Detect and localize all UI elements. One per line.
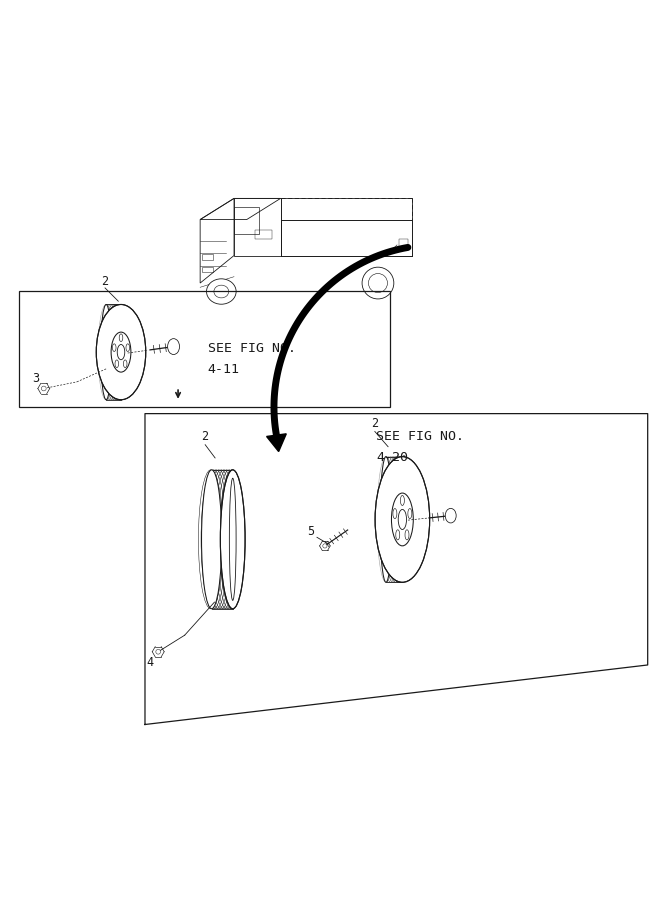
Bar (19, 292, 390, 407)
Ellipse shape (41, 386, 46, 391)
Ellipse shape (123, 360, 127, 367)
Ellipse shape (396, 530, 400, 540)
Text: 2: 2 (372, 417, 378, 430)
Ellipse shape (380, 456, 392, 582)
Ellipse shape (111, 332, 131, 372)
Polygon shape (267, 434, 286, 452)
Ellipse shape (400, 495, 404, 506)
Text: SEE FIG NO.
4-20: SEE FIG NO. 4-20 (376, 429, 464, 464)
Ellipse shape (113, 344, 116, 352)
Ellipse shape (398, 509, 406, 529)
Ellipse shape (117, 345, 125, 360)
Text: 3: 3 (32, 372, 39, 385)
Ellipse shape (126, 344, 129, 352)
Ellipse shape (220, 470, 245, 608)
Ellipse shape (115, 360, 119, 367)
Text: SEE FIG NO.
4-11: SEE FIG NO. 4-11 (208, 342, 296, 375)
Bar (202, 255, 213, 260)
Ellipse shape (405, 530, 409, 540)
Ellipse shape (323, 544, 327, 548)
Ellipse shape (446, 508, 456, 523)
Ellipse shape (368, 274, 388, 292)
Text: 2: 2 (201, 430, 209, 444)
Bar (202, 267, 213, 273)
Bar (399, 238, 408, 248)
Bar (255, 230, 272, 238)
Ellipse shape (408, 508, 412, 518)
Ellipse shape (101, 304, 111, 400)
Ellipse shape (119, 334, 123, 341)
Ellipse shape (156, 650, 161, 654)
Ellipse shape (214, 285, 229, 298)
Ellipse shape (167, 338, 179, 355)
Ellipse shape (229, 478, 236, 600)
Text: 2: 2 (101, 274, 109, 288)
Ellipse shape (362, 267, 394, 299)
Ellipse shape (393, 508, 397, 518)
Ellipse shape (96, 304, 146, 400)
Ellipse shape (207, 279, 236, 304)
Ellipse shape (375, 456, 430, 582)
Text: 5: 5 (307, 525, 314, 538)
Ellipse shape (201, 470, 221, 608)
Text: 4: 4 (147, 656, 154, 669)
Ellipse shape (392, 493, 414, 545)
